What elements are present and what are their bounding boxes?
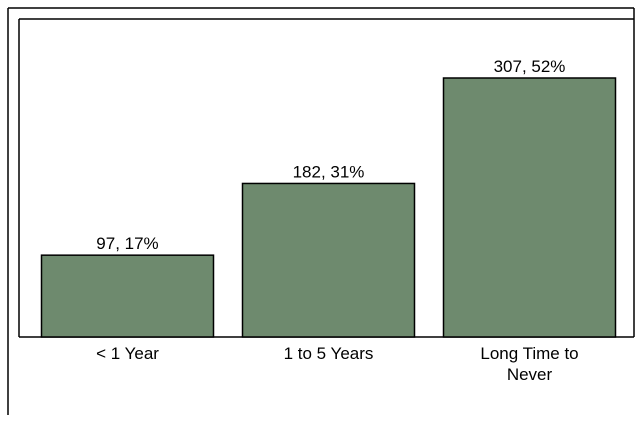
x-tick-label: < 1 Year — [96, 344, 159, 363]
x-tick-label: 1 to 5 Years — [283, 344, 374, 363]
bar — [40, 254, 215, 338]
value-label: 182, 31% — [293, 162, 365, 181]
bar — [241, 182, 416, 338]
x-tick-label: Long Time to Never — [480, 344, 579, 384]
value-label: 97, 17% — [96, 234, 158, 253]
value-label: 307, 52% — [494, 57, 566, 76]
bar — [442, 77, 617, 338]
